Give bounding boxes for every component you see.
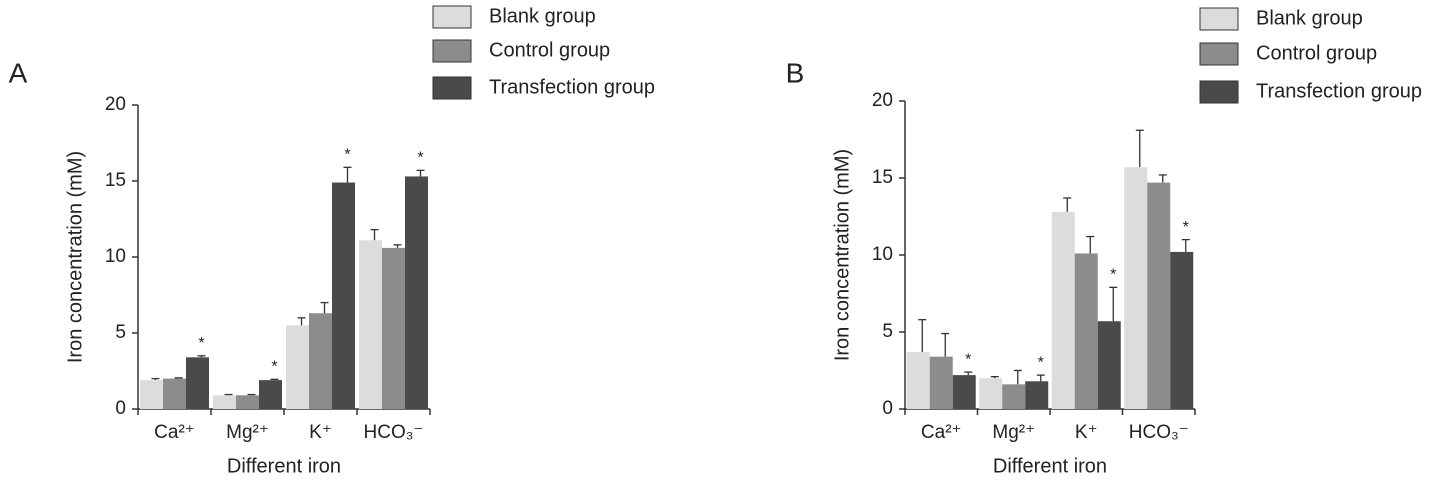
annotation: * (198, 335, 204, 352)
panel-label: B (786, 57, 805, 88)
annotation: * (1038, 354, 1044, 371)
x-tick-label: K⁺ (1075, 422, 1098, 443)
annotation: * (1110, 267, 1116, 284)
bar (286, 325, 309, 409)
x-tick-label: HCO₃⁻ (1129, 422, 1189, 443)
annotation: * (417, 150, 423, 167)
y-axis-title: Iron concentration (mM) (831, 149, 853, 361)
legend-swatch (432, 76, 472, 100)
x-tick-label: Mg²⁺ (992, 422, 1035, 443)
bar (213, 395, 236, 409)
legend-label: Transfection group (1256, 80, 1422, 102)
bar (259, 380, 282, 409)
legend-label: Blank group (489, 5, 596, 27)
y-tick-label: 0 (882, 398, 893, 419)
x-tick-label: HCO₃⁻ (364, 422, 424, 443)
annotation: * (965, 351, 971, 368)
legend-label: Control group (489, 39, 610, 61)
y-tick-label: 20 (105, 94, 126, 115)
bar (186, 357, 209, 409)
y-tick-label: 5 (115, 322, 126, 343)
bar (163, 378, 186, 409)
annotation: * (1183, 219, 1189, 236)
y-axis-title: Iron concentration (mM) (64, 151, 86, 363)
annotation: * (271, 359, 277, 376)
y-tick-label: 10 (105, 246, 126, 267)
annotation: * (344, 147, 350, 164)
y-tick-label: 20 (872, 90, 893, 111)
x-tick-label: Ca²⁺ (154, 422, 195, 443)
legend-label: Transfection group (489, 76, 655, 98)
y-tick-label: 15 (105, 170, 126, 191)
bar (906, 352, 930, 409)
bar (1097, 321, 1121, 409)
x-axis-title: Different iron (993, 455, 1107, 477)
bar (952, 375, 976, 409)
bar (1170, 251, 1194, 409)
legend-label: Blank group (1256, 7, 1363, 29)
legend-swatch (432, 5, 472, 29)
legend-swatch (1199, 42, 1239, 66)
bar (405, 176, 428, 409)
panel-label: A (9, 57, 28, 88)
legend-swatch (1199, 80, 1239, 104)
bar (1124, 167, 1148, 409)
y-tick-label: 15 (872, 167, 893, 188)
x-tick-label: K⁺ (309, 422, 332, 443)
bar (309, 313, 332, 409)
legend-swatch (1199, 7, 1239, 31)
x-tick-label: Ca²⁺ (921, 422, 962, 443)
bar (236, 395, 259, 409)
bar (1074, 253, 1098, 409)
x-tick-label: Mg²⁺ (226, 422, 269, 443)
y-tick-label: 10 (872, 244, 893, 265)
legend-swatch (432, 39, 472, 63)
bar (1147, 182, 1171, 409)
legend-label: Control group (1256, 42, 1377, 64)
bar (140, 380, 163, 409)
bar (382, 247, 405, 409)
bar (332, 182, 355, 409)
bar (979, 378, 1003, 409)
y-tick-label: 0 (115, 398, 126, 419)
bar (1025, 381, 1049, 409)
bar (359, 240, 382, 409)
y-tick-label: 5 (882, 321, 893, 342)
x-axis-title: Different iron (227, 455, 341, 477)
bar (1051, 211, 1075, 409)
bar (929, 356, 953, 409)
bar (1002, 384, 1026, 409)
